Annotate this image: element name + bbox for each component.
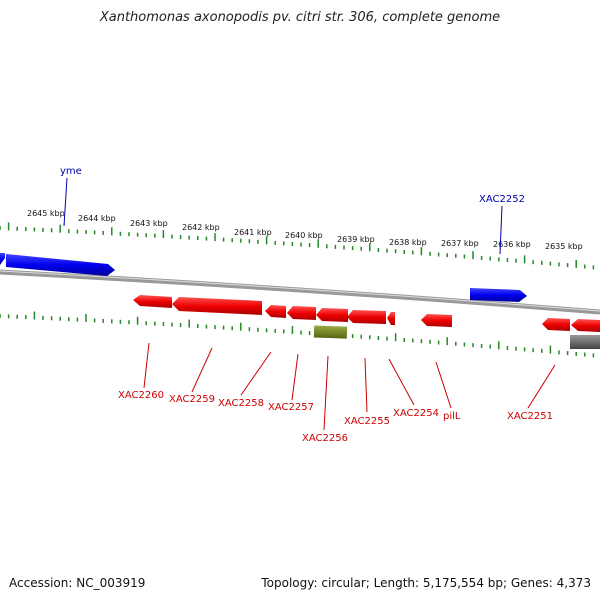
gene-yme[interactable]: [0, 253, 5, 265]
leader-XAC2254: [388, 358, 415, 406]
leader-XAC2259: [191, 347, 213, 393]
genome-backbone-highlight: [0, 270, 600, 312]
gene-label-XAC2254[interactable]: XAC2254: [393, 408, 439, 419]
scale-label: 2641 kbp: [234, 228, 272, 237]
gene-label-pilL[interactable]: pilL: [443, 411, 461, 422]
scale-label: 2639 kbp: [337, 235, 375, 244]
scale-label: 2644 kbp: [78, 214, 116, 223]
inner-scale-ticks: [0, 311, 595, 358]
genome-summary: Topology: circular; Length: 5,175,554 bp…: [261, 576, 591, 590]
gene-XAC2255[interactable]: [316, 308, 348, 322]
gene-XAC2256[interactable]: [313, 325, 348, 339]
scale-label: 2643 kbp: [130, 219, 168, 228]
gene-yme-main[interactable]: [6, 254, 115, 276]
scale-labels: 2645 kbp 2644 kbp 2643 kbp 2642 kbp 2641…: [27, 209, 583, 251]
scale-label: 2637 kbp: [441, 239, 479, 248]
label-leaders: [63, 177, 556, 431]
gene-XAC2257[interactable]: [287, 306, 316, 320]
outer-scale-ticks: [0, 222, 595, 270]
gene-label-XAC2256[interactable]: XAC2256: [302, 433, 348, 444]
gene-XAC2252[interactable]: [470, 288, 527, 302]
gene-pilL[interactable]: [421, 314, 452, 327]
scale-label: 2638 kbp: [389, 238, 427, 247]
leader-XAC2258: [240, 351, 272, 396]
leader-pilL: [435, 361, 452, 409]
gene-labels: yme XAC2252 XAC2260 XAC2259 XAC2258 XAC2…: [60, 166, 553, 444]
gene-XAC2258[interactable]: [265, 305, 286, 318]
feature-grey[interactable]: [570, 335, 600, 349]
scale-label: 2642 kbp: [182, 223, 220, 232]
gene-label-XAC2252[interactable]: XAC2252: [479, 194, 525, 205]
scale-label: 2636 kbp: [493, 240, 531, 249]
gene-XAC2251[interactable]: [542, 318, 570, 331]
leader-XAC2260: [143, 342, 150, 389]
scale-label: 2635 kbp: [545, 242, 583, 251]
accession-label: Accession: NC_003919: [9, 576, 146, 590]
gene-label-XAC2257[interactable]: XAC2257: [268, 402, 314, 413]
leader-XAC2251: [527, 364, 556, 409]
leader-XAC2257: [291, 353, 299, 401]
scale-label: 2645 kbp: [27, 209, 65, 218]
gene-small-red[interactable]: [387, 312, 395, 325]
leader-yme: [63, 177, 68, 227]
genome-backbone: [0, 269, 600, 315]
gene-XAC2259[interactable]: [172, 297, 262, 315]
leader-XAC2255: [364, 357, 368, 413]
gene-XAC2251-next[interactable]: [571, 319, 600, 332]
gene-label-XAC2258[interactable]: XAC2258: [218, 398, 264, 409]
leader-XAC2252: [499, 205, 503, 255]
map-title: Xanthomonas axonopodis pv. citri str. 30…: [99, 10, 501, 25]
gene-XAC2260[interactable]: [133, 295, 172, 308]
gene-label-XAC2255[interactable]: XAC2255: [344, 416, 390, 427]
gene-label-XAC2260[interactable]: XAC2260: [118, 390, 164, 401]
gene-label-XAC2259[interactable]: XAC2259: [169, 394, 215, 405]
leader-XAC2256: [323, 355, 329, 431]
gene-label-yme[interactable]: yme: [60, 166, 82, 177]
gene-XAC2254[interactable]: [347, 310, 386, 324]
scale-label: 2640 kbp: [285, 231, 323, 240]
gene-label-XAC2251[interactable]: XAC2251: [507, 411, 553, 422]
